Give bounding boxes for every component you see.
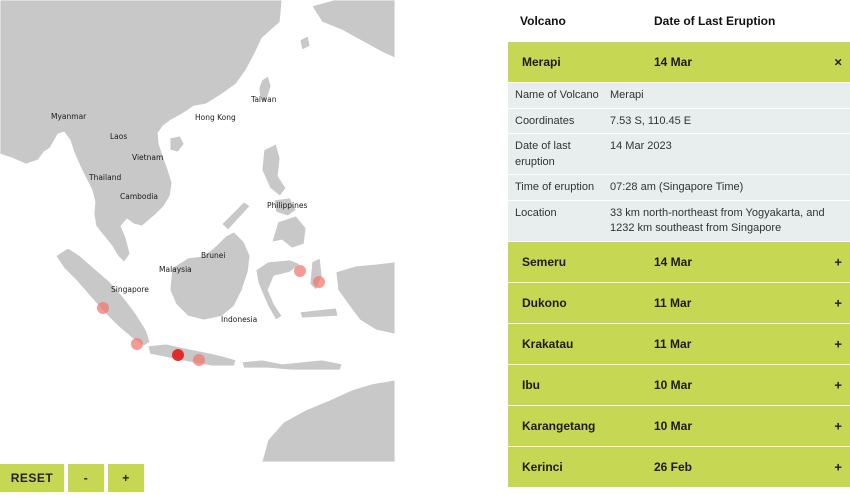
volcano-marker[interactable] <box>313 276 325 288</box>
label-myanmar: Myanmar <box>51 112 87 121</box>
detail-key: Time of eruption <box>515 181 595 193</box>
eruption-date: 11 Mar <box>654 295 692 310</box>
land-mindanao <box>271 215 307 249</box>
expand-icon[interactable]: + <box>834 459 842 474</box>
reset-button[interactable]: RESET <box>0 464 64 492</box>
label-cambodia: Cambodia <box>120 192 158 201</box>
expand-icon[interactable]: + <box>834 336 842 351</box>
eruption-date: 10 Mar <box>654 418 693 433</box>
land-hainan <box>169 135 185 153</box>
eruption-date: 26 Feb <box>654 459 693 474</box>
volcano-name: Krakatau <box>522 336 574 351</box>
detail-row: Coordinates 7.53 S, 110.45 E <box>508 109 850 134</box>
eruption-date: 11 Mar <box>654 336 692 351</box>
zoom-out-button[interactable]: - <box>68 464 104 492</box>
land-islands-north <box>299 35 311 51</box>
zoom-in-button[interactable]: + <box>108 464 144 492</box>
table-row-ibu[interactable]: Ibu 10 Mar + <box>508 364 850 405</box>
volcano-name: Karangetang <box>522 418 596 433</box>
land-visayas <box>273 197 297 217</box>
land-sulawesi <box>255 259 301 321</box>
detail-value: Merapi <box>610 89 644 101</box>
land-seram <box>299 307 339 319</box>
land-palawan <box>221 201 251 231</box>
table-row-krakatau[interactable]: Krakatau 11 Mar + <box>508 323 850 364</box>
volcano-name: Semeru <box>522 254 567 269</box>
table-row-dukono[interactable]: Dukono 11 Mar + <box>508 282 850 323</box>
detail-row: Time of eruption 07:28 am (Singapore Tim… <box>508 175 850 201</box>
detail-row: Date of last eruption 14 Mar 2023 <box>508 134 850 175</box>
land-luzon <box>261 143 287 197</box>
volcano-name: Dukono <box>522 295 567 310</box>
table-row-merapi[interactable]: Merapi 14 Mar × <box>508 42 850 82</box>
eruption-table: Volcano Date of Last Eruption Merapi 14 … <box>508 0 850 500</box>
land-taiwan <box>258 75 272 103</box>
volcano-marker[interactable] <box>97 302 109 314</box>
volcano-details: Name of Volcano Merapi Coordinates 7.53 … <box>508 83 850 242</box>
expand-icon[interactable]: + <box>834 254 842 269</box>
expand-icon[interactable]: + <box>834 377 842 392</box>
land-borneo <box>169 231 251 321</box>
label-vietnam: Vietnam <box>132 153 163 162</box>
detail-value: 7.53 S, 110.45 E <box>610 114 692 127</box>
label-brunei: Brunei <box>201 251 225 260</box>
eruption-date: 10 Mar <box>654 377 693 392</box>
table-row-karangetang[interactable]: Karangetang 10 Mar + <box>508 405 850 446</box>
detail-key: Location <box>515 206 557 219</box>
volcano-map[interactable]: Myanmar Laos Vietnam Thailand Cambodia T… <box>0 0 395 462</box>
header-volcano: Volcano <box>520 14 566 28</box>
expand-icon[interactable]: + <box>834 295 842 310</box>
map-canvas[interactable]: Myanmar Laos Vietnam Thailand Cambodia T… <box>0 0 395 462</box>
land-japan <box>311 0 395 59</box>
volcano-marker[interactable] <box>294 265 306 277</box>
table-row-semeru[interactable]: Semeru 14 Mar + <box>508 241 850 282</box>
label-hong-kong: Hong Kong <box>195 113 236 122</box>
volcano-name: Merapi <box>522 55 561 69</box>
label-thailand: Thailand <box>88 173 121 182</box>
expand-icon[interactable]: + <box>834 418 842 433</box>
detail-key: Name of Volcano <box>515 89 599 101</box>
table-row-kerinci[interactable]: Kerinci 26 Feb + <box>508 446 850 487</box>
label-malaysia: Malaysia <box>159 265 192 274</box>
land-new-guinea <box>335 261 395 335</box>
land-java <box>147 343 237 367</box>
detail-key: Coordinates <box>515 114 575 127</box>
detail-value: 07:28 am (Singapore Time) <box>610 181 744 193</box>
eruption-date: 14 Mar <box>654 55 693 69</box>
volcano-marker[interactable] <box>131 338 143 350</box>
detail-value: 14 Mar 2023 <box>610 140 672 152</box>
volcano-name: Kerinci <box>522 459 563 474</box>
detail-value: 33 km north-northeast from Yogyakarta, a… <box>610 206 825 235</box>
land-mainland <box>0 0 283 263</box>
land-australia <box>261 379 395 462</box>
land-lesser-sunda <box>241 359 343 371</box>
detail-key: Date of last eruption <box>515 140 571 168</box>
volcano-marker-merapi[interactable] <box>172 349 184 361</box>
collapse-icon[interactable]: × <box>834 54 842 70</box>
table-header: Volcano Date of Last Eruption <box>508 0 850 42</box>
land-sumatra <box>55 247 151 347</box>
eruption-date: 14 Mar <box>654 254 693 269</box>
volcano-marker[interactable] <box>193 354 205 366</box>
label-philippines: Philippines <box>267 201 308 210</box>
volcano-name: Ibu <box>522 377 540 392</box>
detail-row: Name of Volcano Merapi <box>508 83 850 109</box>
detail-row: Location 33 km north-northeast from Yogy… <box>508 201 850 242</box>
label-taiwan: Taiwan <box>250 95 277 104</box>
label-indonesia: Indonesia <box>221 315 257 324</box>
header-date: Date of Last Eruption <box>654 14 776 28</box>
label-singapore: Singapore <box>111 285 149 294</box>
label-laos: Laos <box>110 132 127 141</box>
